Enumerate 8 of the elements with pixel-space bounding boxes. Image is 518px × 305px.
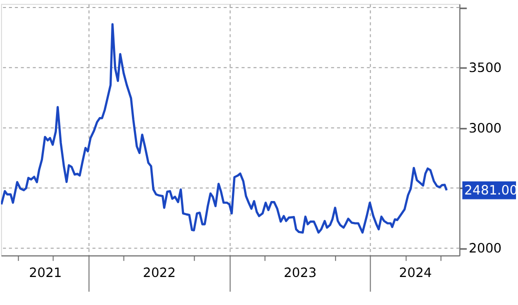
line-series	[0, 23, 448, 234]
y-tick-label: 2000	[468, 242, 502, 257]
y-tick-label: 3000	[468, 121, 502, 136]
y-tick-label: 3500	[468, 61, 502, 76]
x-tick-label: 2022	[142, 266, 176, 281]
x-tick-label: 2023	[284, 266, 317, 281]
x-tick-label: 2021	[29, 266, 62, 281]
x-tick-label: 2024	[399, 266, 432, 281]
